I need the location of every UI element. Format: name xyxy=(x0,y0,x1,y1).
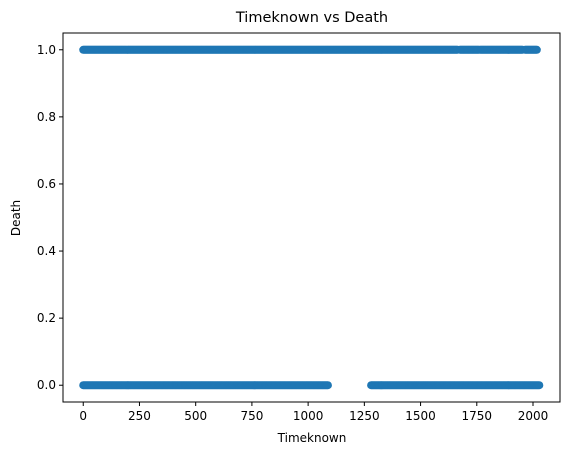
y-tick-label: 0.4 xyxy=(37,244,56,258)
x-axis-ticks: 0 250 500 750 1000 1250 1500 1750 2000 xyxy=(79,402,548,423)
y-axis-label: Death xyxy=(9,200,23,236)
chart-title: Timeknown vs Death xyxy=(235,10,388,26)
x-axis-label: Timeknown xyxy=(277,431,347,445)
x-tick-label: 2000 xyxy=(518,409,549,423)
data-point xyxy=(323,381,332,390)
data-points xyxy=(79,45,544,390)
x-tick-label: 1750 xyxy=(462,409,493,423)
data-point xyxy=(532,45,541,54)
y-tick-label: 0.2 xyxy=(37,311,56,325)
data-point xyxy=(535,381,544,390)
x-tick-label: 1250 xyxy=(349,409,380,423)
x-tick-label: 250 xyxy=(128,409,151,423)
y-tick-label: 0.8 xyxy=(37,110,56,124)
x-tick-label: 1000 xyxy=(293,409,324,423)
x-tick-label: 0 xyxy=(79,409,87,423)
y-tick-label: 0.0 xyxy=(37,378,56,392)
y-axis-ticks: 0.0 0.2 0.4 0.6 0.8 1.0 xyxy=(37,43,63,392)
y-tick-label: 0.6 xyxy=(37,177,56,191)
x-tick-label: 750 xyxy=(240,409,263,423)
x-tick-label: 500 xyxy=(184,409,207,423)
plot-frame xyxy=(62,32,561,403)
y-tick-label: 1.0 xyxy=(37,43,56,57)
x-tick-label: 1500 xyxy=(405,409,436,423)
